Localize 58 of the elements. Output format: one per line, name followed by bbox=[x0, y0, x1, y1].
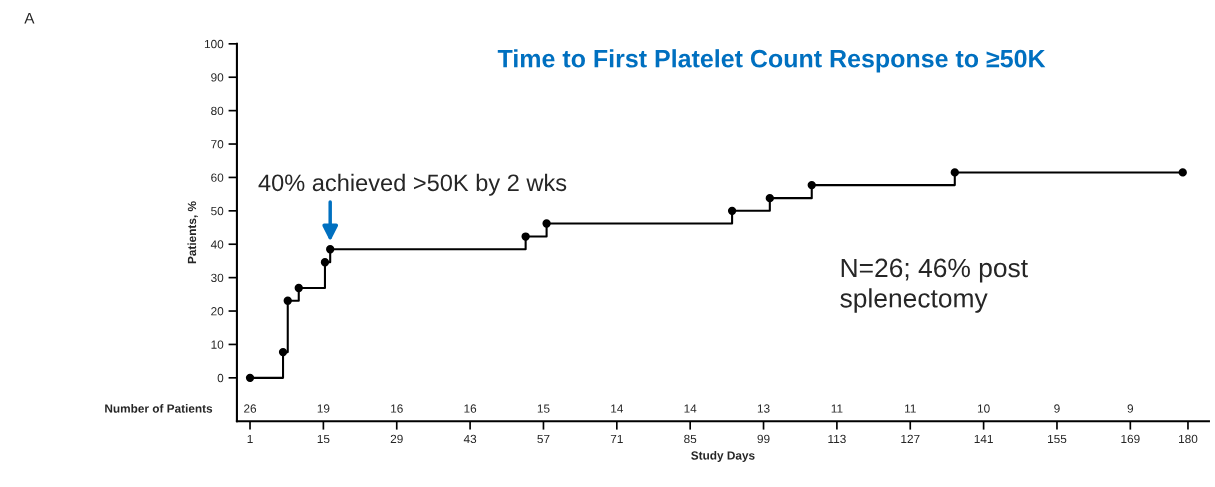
annotation: 14 bbox=[611, 404, 624, 413]
y-tick-label: 20 bbox=[211, 307, 224, 316]
point bbox=[278, 347, 288, 357]
annotation: 15 bbox=[537, 404, 550, 413]
x-tick-label: 180 bbox=[1179, 434, 1198, 444]
x-tick-label: 15 bbox=[317, 434, 330, 444]
annotation: 16 bbox=[464, 404, 477, 413]
annotation: 11 bbox=[905, 404, 916, 413]
annotation: 26 bbox=[244, 404, 257, 413]
annotation: 13 bbox=[757, 404, 770, 413]
annotation: N=26; 46% post splenectomy bbox=[840, 258, 1028, 313]
text: A bbox=[24, 12, 35, 24]
y-tick-label: 70 bbox=[211, 140, 224, 149]
x-tick-label: 29 bbox=[390, 434, 403, 444]
y-tick-label: 80 bbox=[211, 106, 224, 116]
annotation: 14 bbox=[684, 404, 697, 413]
x-tick-label: 57 bbox=[537, 434, 550, 444]
y-tick-label: 60 bbox=[211, 173, 224, 182]
y-tick-label: 10 bbox=[211, 340, 224, 349]
point bbox=[320, 258, 330, 267]
y-tick-label: 90 bbox=[211, 73, 224, 82]
point bbox=[245, 373, 255, 382]
x-axis-title: Study Days bbox=[691, 451, 755, 463]
point bbox=[765, 193, 774, 203]
annotation: 10 bbox=[977, 404, 990, 413]
point bbox=[807, 180, 816, 190]
point bbox=[727, 206, 737, 215]
x-tick-label: 169 bbox=[1121, 434, 1140, 444]
point bbox=[326, 245, 335, 254]
y-tick-label: 100 bbox=[204, 39, 224, 49]
x-tick-label: 1 bbox=[247, 434, 253, 443]
point bbox=[950, 168, 959, 177]
annotation: 40% achieved >50K by 2 wks bbox=[258, 173, 567, 196]
point bbox=[521, 232, 530, 241]
text: Number of Patients bbox=[105, 404, 213, 413]
annotation: 19 bbox=[317, 404, 330, 413]
x-tick-label: 43 bbox=[463, 434, 477, 444]
x-tick-label: 127 bbox=[901, 434, 920, 443]
x-tick-label: 155 bbox=[1048, 434, 1067, 444]
x-tick-label: 71 bbox=[610, 434, 623, 443]
x-tick-label: 141 bbox=[974, 434, 993, 443]
x-tick-label: 99 bbox=[757, 434, 770, 444]
annotation: 11 bbox=[831, 404, 843, 413]
point bbox=[294, 283, 303, 293]
annotation: 16 bbox=[391, 404, 403, 413]
y-axis-title: Patients, % bbox=[187, 201, 198, 264]
y-tick-label: 50 bbox=[211, 206, 224, 216]
annotation: 9 bbox=[1054, 404, 1060, 413]
x-tick-label: 113 bbox=[828, 434, 846, 444]
point bbox=[1178, 168, 1187, 177]
y-tick-label: 0 bbox=[217, 373, 224, 383]
y-tick-label: 30 bbox=[211, 273, 224, 283]
chart-title: Time to First Platelet Count Response to ≥50K bbox=[497, 49, 1046, 73]
point bbox=[283, 296, 292, 305]
y-tick-label: 40 bbox=[210, 240, 224, 249]
x-tick-label: 85 bbox=[684, 434, 697, 444]
annotation: 9 bbox=[1127, 404, 1134, 413]
point bbox=[542, 219, 551, 228]
